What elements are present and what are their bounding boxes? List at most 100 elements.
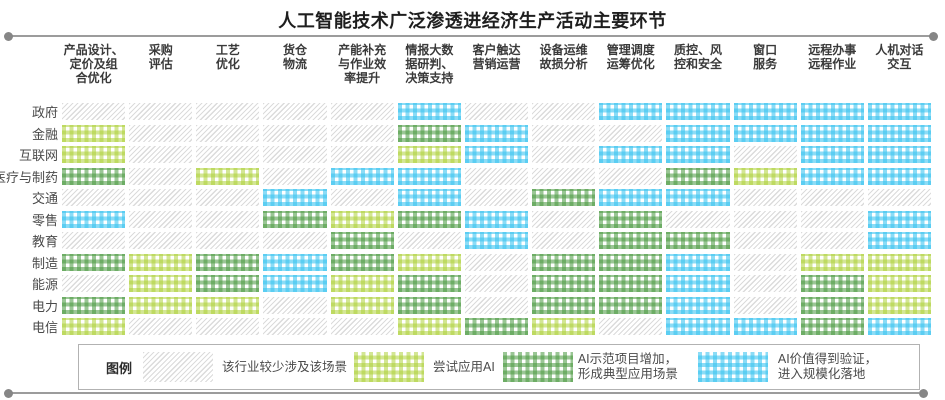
matrix-cell [666,275,730,293]
matrix-cell [532,210,596,228]
matrix-cell [263,210,327,228]
matrix-cell [464,275,529,293]
matrix-cell [129,167,193,185]
matrix-cell [129,296,193,314]
matrix-cell [196,232,260,250]
matrix-cell [867,296,931,314]
matrix-cell [532,296,596,314]
matrix-cell [196,167,260,185]
top-divider-right-dot [929,32,938,41]
row-label: 政府 [0,103,58,120]
matrix-cell [532,189,596,207]
matrix-cell [397,253,461,271]
matrix-cell [263,124,327,142]
matrix-cell [330,253,394,271]
matrix-cell [867,275,931,293]
row-label-text: 电力 [31,298,58,314]
matrix-cell [532,167,596,185]
matrix-cell [800,275,864,293]
matrix-cell [867,103,931,120]
matrix-cell [263,167,327,185]
matrix-cell [800,296,864,314]
legend-swatch-level-0 [143,352,214,382]
matrix-cell [800,232,864,250]
row-label-text: 交通 [31,191,58,207]
matrix-cell [263,146,327,164]
matrix-cell [464,296,529,314]
matrix-cell [62,167,126,185]
matrix-cell [397,146,461,164]
matrix-cell [397,124,461,142]
matrix-cell [733,189,797,207]
column-header: 质控、风 控和安全 [673,43,722,71]
matrix-cell [800,189,864,207]
matrix-cell [263,275,327,293]
column-header: 客户触达 营销运营 [472,43,521,71]
matrix-cell [800,103,864,120]
matrix-cell [599,253,663,271]
matrix-cell [397,318,461,336]
legend-label: 尝试应用AI [433,359,495,374]
matrix-cell [800,253,864,271]
heatmap-matrix: 政府金融互联网医疗与制药交通零售教育制造能源电力电信 [0,103,931,336]
column-headers: 产品设计、 定价及组 合优化 采购 评估 工艺 优化 货仓 物流 产能补充 与作业效 率… [62,43,931,85]
row-label: 交通 [0,189,58,206]
matrix-cell [800,167,864,185]
row-label-text: 政府 [31,105,58,120]
column-header: 窗口 服务 [753,43,778,71]
matrix-cell [666,210,730,228]
matrix-cell [867,146,931,164]
row-label-text: 零售 [31,212,58,228]
matrix-cell [62,210,126,228]
row-label-text: 金融 [31,126,58,142]
matrix-cell [599,296,663,314]
matrix-cell [62,318,126,336]
legend-swatch-level-1 [354,352,425,382]
row-label-text: 医疗与制药 [0,169,58,185]
matrix-cell [397,189,461,207]
legend-label: 该行业较少涉及该场景 [222,359,348,374]
matrix-cell [532,318,596,336]
matrix-cell [129,189,193,207]
matrix-cell [62,296,126,314]
matrix-cell [532,253,596,271]
matrix-cell [196,253,260,271]
legend-swatch-level-2 [502,352,573,382]
matrix-cell [196,189,260,207]
matrix-cell [599,146,663,164]
column-header: 货仓 物流 [283,43,308,71]
matrix-cell [263,318,327,336]
matrix-cell [330,296,394,314]
matrix-cell [196,103,260,120]
column-header: 产品设计、 定价及组 合优化 [63,43,124,85]
row-label: 互联网 [0,146,58,163]
row-label-text: 教育 [31,234,58,250]
matrix-cell [196,275,260,293]
matrix-cell [330,275,394,293]
matrix-cell [129,232,193,250]
matrix-cell [733,296,797,314]
matrix-cell [666,253,730,271]
matrix-cell [129,103,193,120]
matrix-cell [599,318,663,336]
matrix-cell [129,275,193,293]
matrix-cell [867,189,931,207]
matrix-cell [263,253,327,271]
matrix-cell [599,189,663,207]
top-divider-line [9,35,931,37]
matrix-cell [397,103,461,120]
matrix-cell [599,124,663,142]
legend-label: AI示范项目增加， 形成典型应用场景 [577,352,678,381]
matrix-cell [867,318,931,336]
chart-title: 人工智能技术广泛渗透进经济生产活动主要环节 [278,11,667,31]
matrix-cell [800,124,864,142]
row-label-text: 互联网 [18,148,58,164]
matrix-cell [129,210,193,228]
matrix-cell [800,146,864,164]
matrix-cell [263,232,327,250]
matrix-cell [263,296,327,314]
matrix-cell [666,146,730,164]
matrix-cell [464,167,529,185]
row-label: 制造 [0,254,58,271]
matrix-cell [867,167,931,185]
